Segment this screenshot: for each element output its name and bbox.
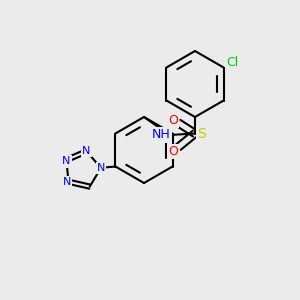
- Text: NH: NH: [152, 128, 170, 142]
- Text: N: N: [63, 177, 71, 187]
- Text: N: N: [97, 163, 105, 173]
- Text: Cl: Cl: [226, 56, 239, 69]
- Text: S: S: [197, 127, 206, 140]
- Text: O: O: [168, 145, 178, 158]
- Text: N: N: [82, 146, 91, 156]
- Text: O: O: [168, 113, 178, 127]
- Text: N: N: [62, 157, 70, 166]
